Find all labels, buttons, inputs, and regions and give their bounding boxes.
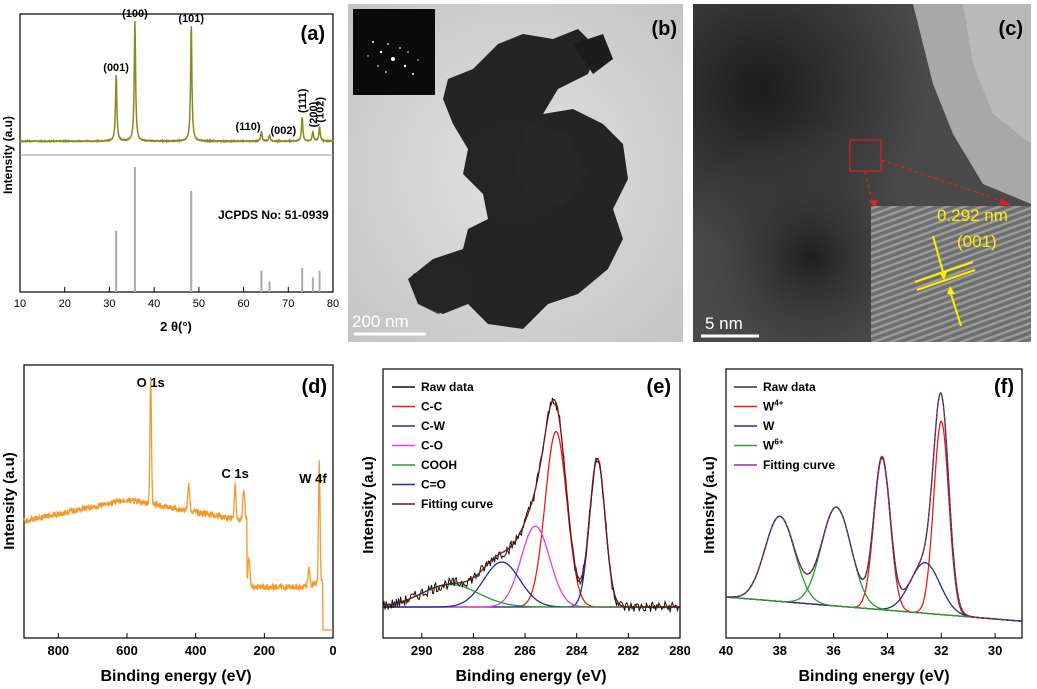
x-tick-label: 30 — [988, 643, 1002, 658]
peak-label: (002) — [271, 125, 297, 137]
tem-image — [348, 4, 683, 342]
legend-label: C-C — [421, 400, 443, 414]
component-curve-1 — [725, 457, 1022, 622]
y-axis-label: Intensity (a.u) — [1, 116, 15, 194]
x-tick-label: 290 — [411, 643, 433, 658]
x-tick-label: 600 — [116, 643, 138, 658]
x-tick-label: 280 — [669, 643, 690, 658]
fitting-curve-line — [382, 398, 680, 608]
legend-label: C-W — [421, 419, 446, 433]
scale-bar-label: 200 nm — [352, 312, 409, 331]
tem-image-panel: 200 nm (b) — [348, 4, 683, 342]
xps-w4f-chart: Raw data W4+ W W6+ Fitting curve 40 38 36 34 32 30… — [701, 368, 1023, 685]
x-axis-label: Binding energy (eV) — [455, 668, 606, 685]
lattice-spacing-label: 0.292 nm — [937, 206, 1008, 225]
peak-label: (101) — [178, 13, 204, 25]
legend-label: C=O — [421, 478, 446, 492]
scale-bar-label: 5 nm — [705, 314, 743, 333]
x-tick-label: 38 — [773, 643, 787, 658]
x-axis-label: Binding energy (eV) — [100, 668, 251, 685]
lattice-plane-label: (001) — [957, 232, 997, 251]
legend-label: COOH — [421, 458, 457, 472]
hrtem-image — [693, 4, 1031, 342]
panel-label-a: (a) — [301, 23, 325, 45]
component-curve-3 — [383, 561, 680, 608]
saed-inset — [353, 9, 435, 95]
x-tick-label: 0 — [329, 643, 336, 658]
legend-label: Fitting curve — [421, 497, 493, 511]
peak-label: (200) — [308, 101, 320, 127]
x-axis-label: Binding energy (eV) — [798, 668, 949, 685]
x-tick-label: 70 — [282, 298, 294, 310]
plot-frame — [23, 364, 334, 639]
panel-label-c: (c) — [998, 18, 1023, 40]
panel-label-f: (f) — [994, 376, 1014, 398]
x-tick-label: 286 — [514, 643, 536, 658]
fitting-curve-line — [726, 391, 1022, 622]
y-axis-label: Intensity (a.u) — [701, 456, 718, 554]
plot-frame — [382, 368, 681, 639]
panel-label-e: (e) — [647, 376, 671, 398]
legend-label: W4+ — [763, 399, 784, 414]
legend-label: C-O — [421, 439, 443, 453]
xps-survey-chart: O 1s C 1s W 4f 800 600 400 200 0 Binding energy … — [1, 364, 337, 685]
x-tick-label: 282 — [617, 643, 639, 658]
x-tick-label: 60 — [237, 298, 249, 310]
x-tick-label: 400 — [185, 643, 207, 658]
xrd-chart: (001) (100) (101) (110) (002)(111)(200)(102)… — [1, 8, 339, 334]
x-tick-label: 40 — [719, 643, 733, 658]
legend-label: W6+ — [763, 438, 784, 453]
peak-label: (110) — [235, 121, 260, 133]
legend-label: Raw data — [421, 380, 474, 394]
x-tick-label: 32 — [934, 643, 948, 658]
y-axis-label: Intensity (a.u) — [1, 452, 18, 550]
peak-label: (100) — [122, 8, 148, 20]
x-tick-label: 10 — [14, 298, 26, 310]
peak-label: (001) — [103, 62, 129, 74]
peak-label: (111) — [297, 88, 309, 113]
plot-frame — [725, 368, 1023, 639]
zoom-inset — [871, 206, 1031, 342]
xrd-pattern-line — [19, 20, 334, 144]
x-tick-label: 80 — [327, 298, 339, 310]
peak-label: (102) — [315, 97, 327, 123]
component-curve-2 — [725, 562, 1022, 622]
panel-label-b: (b) — [651, 18, 677, 40]
x-tick-label: 36 — [826, 643, 840, 658]
x-axis-label: 2 θ(°) — [160, 319, 192, 334]
peak-annotation: W 4f — [299, 471, 327, 486]
x-tick-label: 34 — [880, 643, 895, 658]
legend-label: Raw data — [763, 380, 816, 394]
nanoparticle-cluster — [408, 29, 628, 329]
xps-c1s-chart: Raw data C-C C-W C-O COOH C=O Fitting curve 290… — [360, 368, 690, 685]
x-tick-label: 800 — [47, 643, 69, 658]
x-tick-label: 284 — [566, 643, 588, 658]
panel-label-d: (d) — [301, 376, 327, 398]
peak-annotation: C 1s — [221, 466, 248, 481]
hrtem-image-panel: 0.292 nm (001) 5 nm (c) — [693, 4, 1031, 342]
x-tick-label: 20 — [59, 298, 71, 310]
x-tick-label: 40 — [148, 298, 160, 310]
peak-annotation: O 1s — [137, 375, 165, 390]
legend-label: W — [763, 419, 775, 433]
x-tick-label: 50 — [193, 298, 205, 310]
reference-card-label: JCPDS No: 51-0939 — [218, 208, 329, 222]
plot-frame — [19, 13, 334, 293]
y-axis-label: Intensity (a.u) — [360, 456, 377, 554]
x-tick-label: 30 — [103, 298, 115, 310]
x-tick-label: 288 — [463, 643, 485, 658]
x-tick-label: 200 — [253, 643, 275, 658]
legend-label: Fitting curve — [763, 458, 835, 472]
survey-spectrum-line — [23, 376, 333, 631]
